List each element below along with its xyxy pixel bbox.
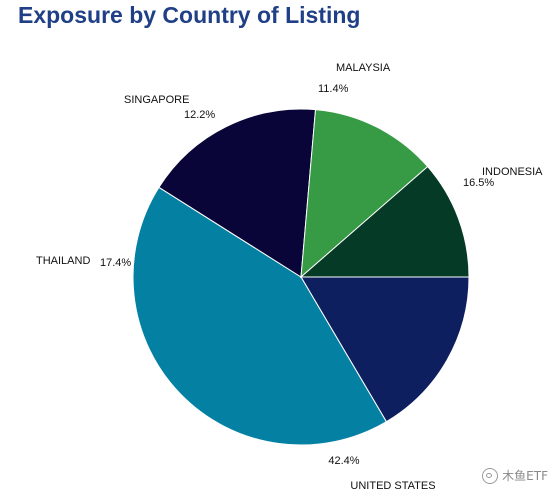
slice-thailand	[158, 108, 317, 278]
label-singapore: SINGAPORE	[124, 94, 189, 106]
value-united-states: 42.4%	[328, 455, 359, 467]
slice-united-states	[132, 186, 388, 446]
slice-singapore	[300, 109, 429, 279]
label-united-states: UNITED STATES	[350, 480, 435, 492]
slice-malaysia	[299, 165, 470, 278]
value-singapore: 12.2%	[184, 109, 215, 121]
wechat-icon	[482, 467, 499, 484]
chart-title: Exposure by Country of Listing	[18, 2, 361, 28]
slice-indonesia	[300, 276, 470, 423]
label-indonesia: INDONESIA	[482, 166, 543, 178]
value-indonesia: 16.5%	[463, 177, 494, 189]
watermark-text: 木鱼ETF	[502, 469, 548, 483]
value-thailand: 17.4%	[100, 257, 131, 269]
label-malaysia: MALAYSIA	[336, 62, 391, 74]
value-malaysia: 11.4%	[318, 83, 349, 95]
watermark: 木鱼ETF	[482, 467, 548, 484]
label-thailand: THAILAND	[36, 255, 90, 267]
